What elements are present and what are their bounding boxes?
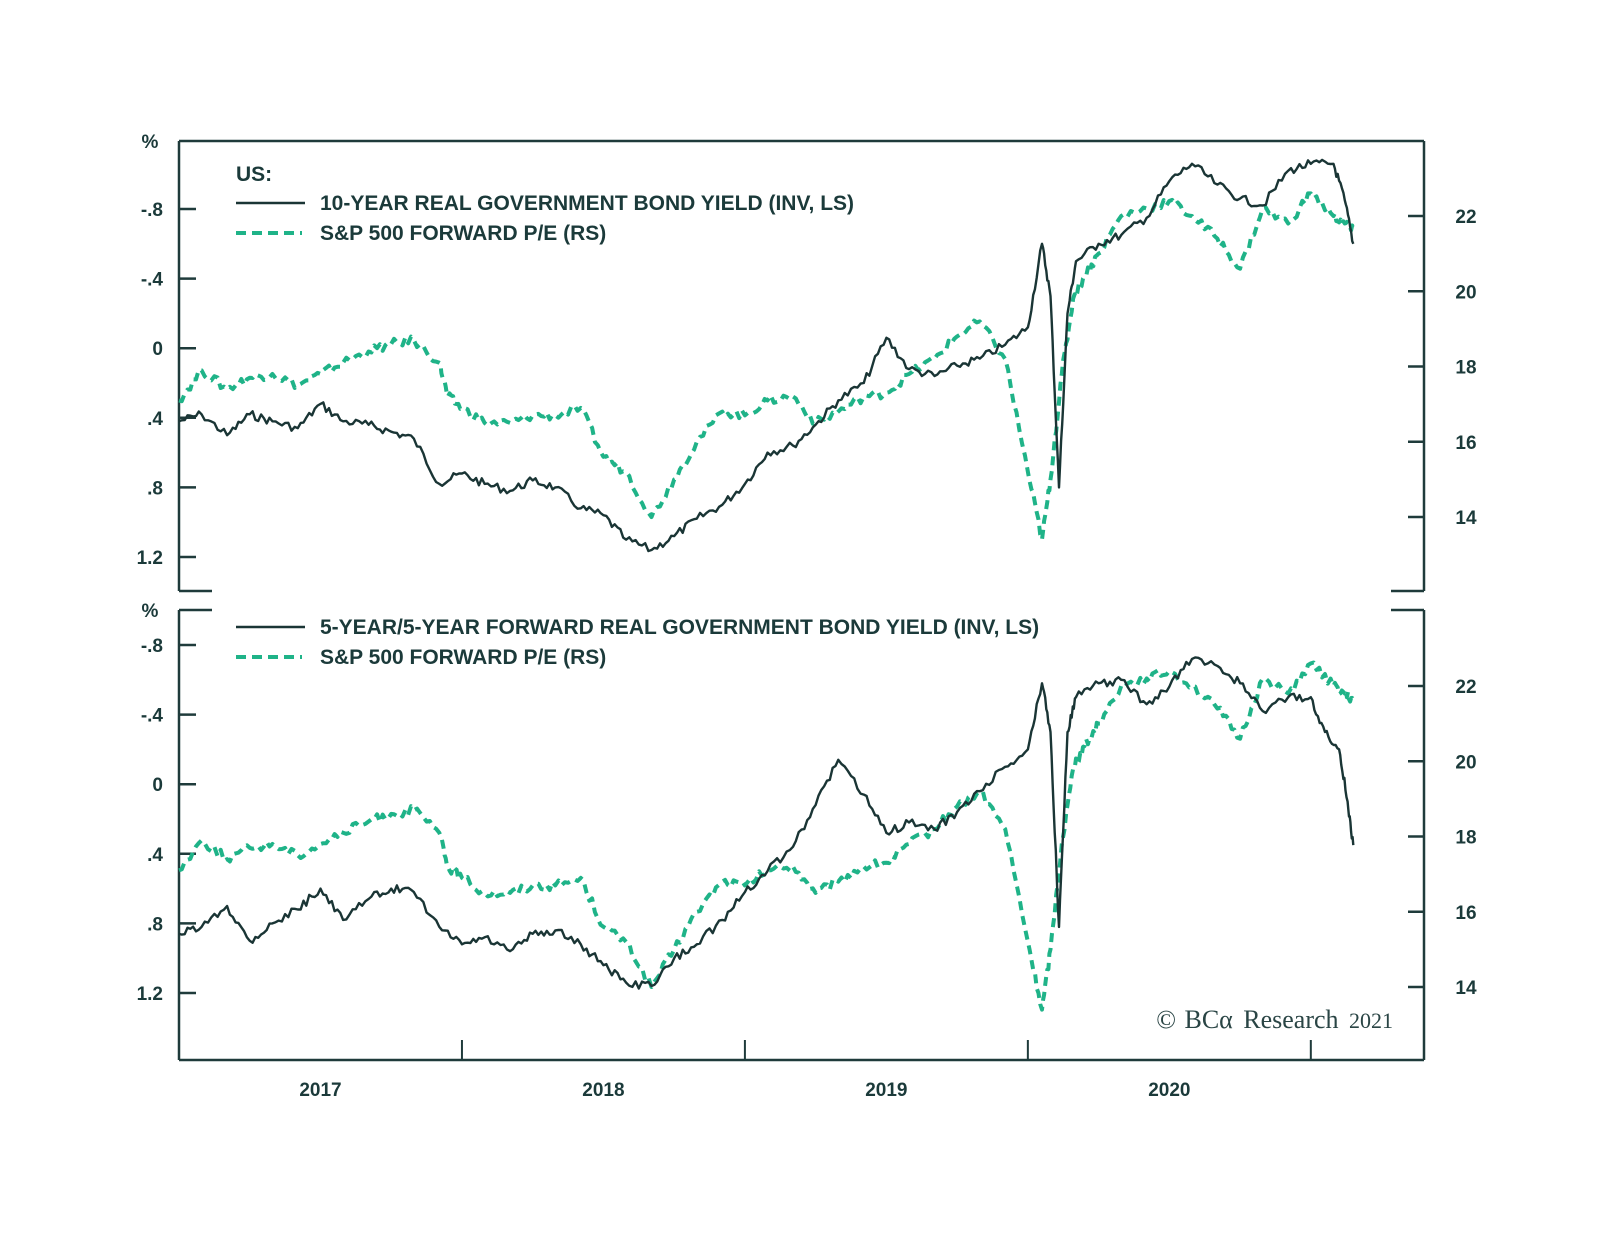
right-tick-label: 16 [1455, 433, 1476, 454]
series-group-bottom [178, 656, 1356, 1012]
series-real-bond-yield [178, 656, 1355, 990]
left-tick-label: -.8 [141, 636, 163, 657]
x-tick-label: 2019 [865, 1080, 907, 1101]
right-tick-label: 20 [1455, 282, 1476, 303]
left-tick-label: -.8 [141, 200, 163, 221]
left-tick-label: -.4 [141, 270, 164, 291]
series-group-top [178, 158, 1356, 553]
left-tick-label: .8 [147, 914, 163, 935]
x-axis: 2017 2018 2019 2020 [299, 1040, 1312, 1101]
left-axis-ticks-bottom: -.8 -.4 0 .4 .8 1.2 [137, 636, 196, 1005]
right-tick-label: 16 [1455, 903, 1476, 924]
legend-label-pe-top: S&P 500 FORWARD P/E (RS) [320, 222, 606, 245]
panel-top: % -.8 -.4 0 .4 .8 1.2 14 16 18 20 22 US: 10-YEAR … [137, 132, 1477, 593]
right-tick-label: 20 [1455, 752, 1476, 773]
left-tick-label: -.4 [141, 706, 164, 727]
right-tick-label: 14 [1455, 978, 1477, 999]
legend-label-pe-bottom: S&P 500 FORWARD P/E (RS) [320, 646, 606, 669]
right-axis-ticks-bottom: 14 16 18 20 22 [1408, 677, 1477, 999]
copyright-brand: BCα [1185, 1005, 1234, 1034]
left-tick-label: .4 [147, 845, 163, 866]
left-tick-label: 1.2 [137, 984, 163, 1005]
legend-label-yield-bottom: 5-YEAR/5-YEAR FORWARD REAL GOVERNMENT BO… [320, 616, 1039, 639]
legend-title: US: [236, 163, 272, 186]
series-sp500-forward-pe [178, 191, 1356, 542]
left-axis-unit-top: % [142, 132, 159, 153]
left-axis-ticks-top: -.8 -.4 0 .4 .8 1.2 [137, 200, 196, 569]
right-tick-label: 18 [1455, 828, 1476, 849]
right-tick-label: 22 [1455, 677, 1476, 698]
left-axis-unit-bottom: % [142, 601, 159, 622]
right-tick-label: 22 [1455, 207, 1476, 228]
copyright-notice: © BCα Research 2021 [1156, 1005, 1393, 1034]
copyright-name: Research [1243, 1005, 1338, 1034]
left-tick-label: 0 [152, 775, 163, 796]
panel-bottom: % -.8 -.4 0 .4 .8 1.2 14 16 18 20 22 5-YEAR/5-YEA… [137, 601, 1477, 1101]
copyright-symbol: © [1156, 1005, 1176, 1034]
x-tick-label: 2018 [582, 1080, 624, 1101]
legend-bottom: 5-YEAR/5-YEAR FORWARD REAL GOVERNMENT BO… [236, 616, 1039, 669]
right-axis-ticks-top: 14 16 18 20 22 [1408, 207, 1477, 529]
series-sp500-forward-pe [178, 660, 1356, 1012]
series-real-bond-yield [178, 158, 1355, 553]
right-tick-label: 14 [1455, 508, 1477, 529]
left-tick-label: 1.2 [137, 548, 163, 569]
legend-label-yield-top: 10-YEAR REAL GOVERNMENT BOND YIELD (INV,… [320, 192, 854, 215]
copyright-year: 2021 [1349, 1008, 1393, 1033]
left-tick-label: .4 [147, 409, 163, 430]
left-tick-label: 0 [152, 339, 163, 360]
x-tick-label: 2017 [299, 1080, 341, 1101]
x-tick-label: 2020 [1148, 1080, 1190, 1101]
left-tick-label: .8 [147, 478, 163, 499]
right-tick-label: 18 [1455, 358, 1476, 379]
legend-top: US: 10-YEAR REAL GOVERNMENT BOND YIELD (… [236, 163, 854, 245]
